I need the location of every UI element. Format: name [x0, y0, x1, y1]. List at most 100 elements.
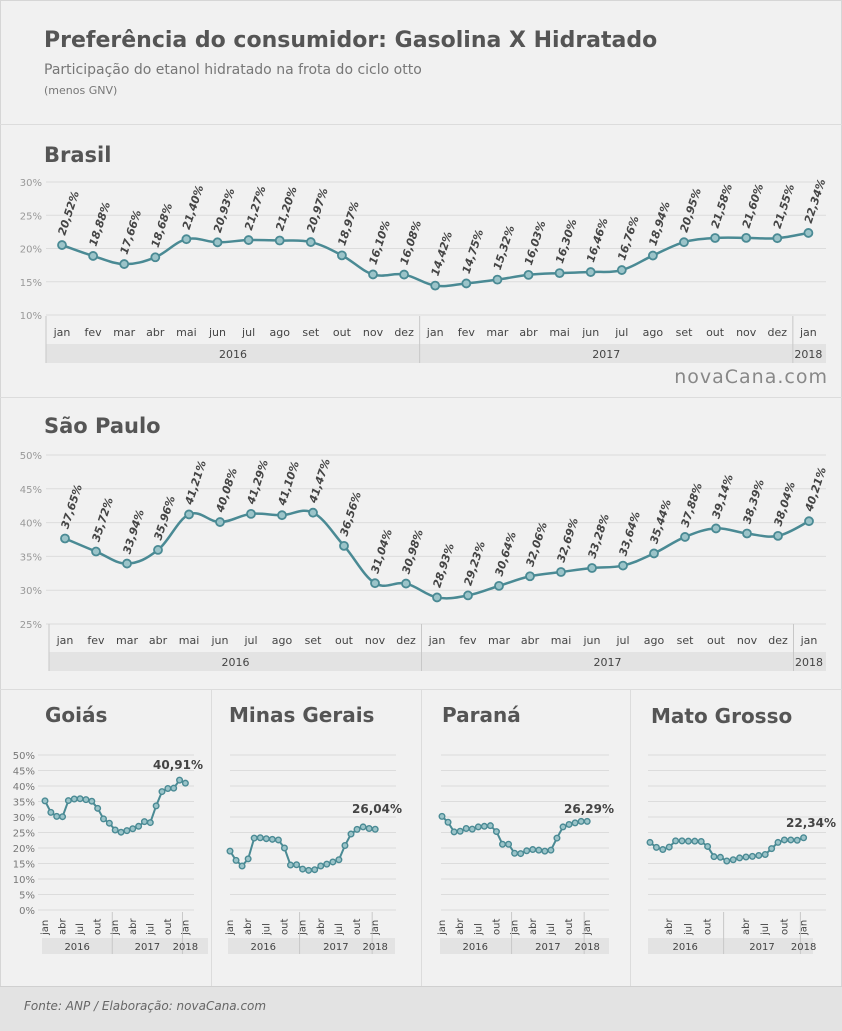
y-tick-label: 5%	[19, 891, 35, 902]
data-point	[571, 819, 579, 827]
data-point	[498, 840, 506, 848]
data-point	[129, 825, 137, 833]
x-tick-label: out	[279, 919, 290, 935]
year-label: 2017	[323, 942, 348, 953]
data-point	[793, 836, 801, 844]
data-point	[76, 795, 84, 803]
data-point	[57, 240, 67, 250]
data-point	[53, 812, 61, 820]
data-point	[299, 865, 307, 873]
data-point	[665, 843, 673, 851]
y-tick-label: 50%	[20, 451, 42, 462]
data-point	[741, 232, 752, 243]
data-label: 38,39%	[740, 478, 767, 526]
year-label: 2016	[222, 656, 250, 669]
x-tick-label: fev	[458, 326, 476, 339]
data-point	[649, 548, 659, 559]
data-point	[553, 834, 561, 842]
data-point	[311, 866, 319, 874]
page-title: Preferência do consumidor: Gasolina X Hi…	[44, 28, 658, 53]
y-tick-label: 30%	[20, 178, 42, 189]
data-point	[286, 861, 294, 869]
x-tick-label: abr	[519, 326, 538, 339]
data-point	[678, 837, 686, 845]
x-tick-label: out	[703, 919, 714, 935]
x-tick-label: abr	[316, 918, 327, 935]
data-label: 41,47%	[306, 457, 333, 506]
x-axis-band	[648, 938, 813, 954]
data-point	[250, 834, 258, 842]
data-point	[616, 265, 627, 275]
x-tick-label: jun	[583, 634, 601, 647]
data-point	[444, 818, 452, 826]
x-tick-label: jul	[241, 326, 255, 339]
data-point	[82, 796, 90, 804]
data-point	[716, 853, 724, 861]
data-point	[94, 804, 102, 812]
data-point	[691, 837, 699, 845]
data-point	[347, 830, 355, 838]
x-tick-label: jul	[615, 634, 629, 647]
data-point	[232, 856, 240, 864]
x-tick-label: nov	[736, 326, 757, 339]
year-label: 2016	[64, 942, 89, 953]
data-label: 40,08%	[213, 466, 240, 515]
data-point	[585, 267, 596, 277]
data-point	[91, 546, 101, 557]
x-tick-label: ago	[643, 326, 664, 339]
data-point	[761, 851, 769, 859]
data-point	[176, 776, 184, 784]
data-label: 14,75%	[460, 228, 487, 276]
data-point	[212, 237, 223, 248]
y-tick-label: 10%	[20, 311, 42, 322]
y-tick-label: 45%	[13, 767, 35, 778]
y-tick-label: 20%	[20, 245, 42, 256]
x-tick-label: set	[676, 326, 693, 339]
chart-brasil: 30%25%20%15%10%jan fev mar abr mai jun jul ago s…	[20, 177, 828, 363]
data-label: 29,23%	[461, 540, 488, 588]
year-label: 2018	[362, 942, 387, 953]
x-tick-label: jul	[261, 923, 272, 936]
x-tick-label: jul	[243, 634, 257, 647]
x-tick-label: jan	[225, 920, 236, 936]
data-point	[359, 823, 367, 831]
data-label: 41,10%	[275, 459, 302, 508]
data-point	[529, 846, 537, 854]
x-tick-label: jan	[370, 920, 381, 936]
data-point	[256, 834, 264, 842]
data-point	[494, 580, 504, 591]
data-label: 18,68%	[149, 202, 176, 250]
y-tick-label: 30%	[13, 813, 35, 824]
data-label: 18,94%	[646, 200, 673, 248]
data-point	[659, 846, 667, 854]
data-point	[711, 523, 721, 534]
data-point	[710, 853, 718, 861]
data-point	[772, 233, 783, 244]
data-point	[474, 823, 482, 831]
data-point	[704, 842, 712, 850]
x-tick-label: jan	[56, 634, 74, 647]
year-label: 2017	[535, 942, 560, 953]
data-label: 21,20%	[273, 185, 300, 233]
data-point	[787, 836, 795, 844]
data-point	[274, 235, 285, 246]
data-label: 16,46%	[584, 216, 611, 264]
data-point	[111, 826, 119, 834]
data-point	[710, 233, 720, 243]
data-point	[317, 862, 325, 870]
data-label: 20,95%	[677, 187, 704, 235]
data-point	[60, 533, 70, 544]
x-tick-label: jan	[426, 326, 444, 339]
x-tick-label: jan	[110, 920, 121, 936]
data-point	[492, 274, 503, 285]
x-tick-label: jul	[145, 923, 156, 936]
x-tick-label: mar	[488, 634, 510, 647]
chart-title-brasil: Brasil	[44, 143, 112, 167]
x-tick-label: jan	[437, 920, 448, 936]
x-axis-band	[46, 344, 826, 363]
data-point	[468, 825, 476, 833]
year-label: 2016	[251, 942, 276, 953]
data-label: 30,98%	[399, 528, 426, 576]
data-label: 30,64%	[492, 530, 519, 578]
